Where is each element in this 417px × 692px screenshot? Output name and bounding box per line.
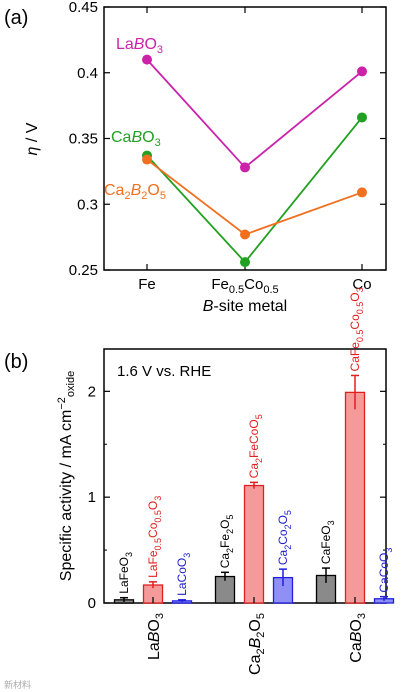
- bar-label-lafe0-5co0-5o3: LaFe0.5Co0.5O3: [146, 496, 163, 578]
- series-line-cabo3: [146, 116, 363, 264]
- panel-a-label: (a): [4, 7, 28, 29]
- panel-b-group-ticks: LaBO3 Ca2B2O5 CaBO3: [146, 597, 368, 675]
- x-tick-label-co: Co: [352, 276, 371, 293]
- point-cabo3-fe0-5co0-5: [240, 257, 250, 268]
- panel-a-series-points: [142, 54, 367, 268]
- point-ca2b2o5-fe0-5co0-5: [240, 229, 250, 240]
- point-labo3-fe0-5co0-5: [240, 162, 250, 173]
- panel-b-annotation: 1.6 V vs. RHE: [117, 363, 211, 380]
- y-tick-label: 0.4: [77, 65, 98, 82]
- series-label-ca2b2o5: Ca2B2O5: [104, 182, 166, 202]
- bar-label-lacoo3: LaCoO3: [175, 553, 192, 596]
- point-ca2b2o5-fe: [142, 154, 152, 165]
- y-tick-label: 0.3: [77, 196, 98, 213]
- group-label-cabo3: CaBO3: [348, 613, 368, 663]
- panel-b-y-ticks: 0 1 2: [88, 383, 386, 612]
- watermark-text: 新材料: [4, 679, 31, 690]
- panel-b-bars: LaFeO3 LaFe0.5Co0.5O3 LaCoO3 Ca2Fe2O5 Ca2FeC…: [113, 287, 395, 604]
- panel-a-series-lines: [146, 58, 363, 264]
- y-tick-label: 0.45: [69, 0, 98, 16]
- point-labo3-fe: [142, 54, 152, 65]
- panel-a-y-axis-label: η / V: [24, 122, 41, 155]
- bar-label-cafe0-5co0-5o3: CaFe0.5Co0.5O3: [348, 287, 365, 371]
- point-labo3-co: [357, 66, 367, 77]
- group-label-labo3: LaBO3: [146, 613, 166, 660]
- bar-ca2fecoo5: [243, 484, 265, 604]
- panel-b-label: (b): [4, 351, 28, 373]
- bar-label-cacoo3: CaCoO3: [377, 548, 394, 593]
- panel-a-x-ticks: Fe Fe0.5Co0.5 Co: [138, 7, 372, 296]
- bar-label-ca2co2o5: Ca2Co2O5: [276, 510, 293, 565]
- panel-a-y-ticks: 0.25 0.3 0.35 0.4 0.45: [69, 0, 386, 279]
- panel-a-x-axis-label: B-site metal: [203, 298, 287, 315]
- y-tick-label: 1: [88, 489, 96, 506]
- group-label-ca2b2o5: Ca2B2O5: [247, 613, 267, 675]
- point-cabo3-co: [357, 112, 367, 123]
- x-tick-label-fe0-5co0-5: Fe0.5Co0.5: [211, 276, 278, 296]
- y-tick-label: 0.25: [69, 262, 98, 279]
- series-label-cabo3: CaBO3: [111, 129, 161, 149]
- panel-b-y-axis-label: Specific activity / mA cm−2oxide: [56, 371, 77, 581]
- point-ca2b2o5-co: [357, 187, 367, 198]
- bar-cafe0-5co0-5o3: [344, 391, 366, 604]
- series-line-labo3: [146, 58, 363, 169]
- bar-label-lafeo3: LaFeO3: [117, 552, 134, 594]
- x-tick-label-fe: Fe: [138, 276, 156, 293]
- bar-label-ca2fecoo5: Ca2FeCoO5: [247, 414, 264, 478]
- series-line-ca2b2o5: [146, 158, 363, 236]
- bar-label-cafeo3: CaFeO3: [319, 520, 336, 564]
- y-tick-label: 2: [88, 383, 96, 400]
- series-label-labo3: LaBO3: [116, 36, 163, 56]
- y-tick-label: 0: [88, 595, 96, 612]
- bar-label-ca2fe2o5: Ca2Fe2O5: [218, 515, 235, 569]
- y-tick-label: 0.35: [69, 131, 98, 148]
